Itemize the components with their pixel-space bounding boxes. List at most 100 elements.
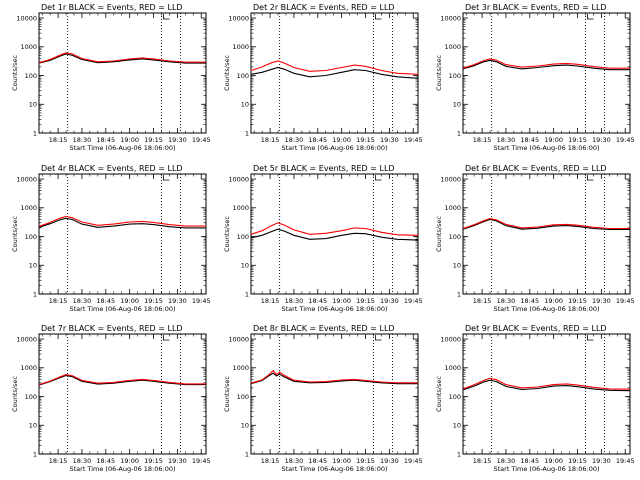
y-tick-label: 1 <box>457 290 461 298</box>
x-tick-label: 19:45 <box>616 136 635 144</box>
y-axis-label: Counts/sec <box>435 55 443 91</box>
y-axis-label: Counts/sec <box>11 376 19 412</box>
y-tick-label: 100 <box>449 233 461 241</box>
x-tick-label: 19:15 <box>356 136 375 144</box>
y-tick-label: 1 <box>33 450 37 458</box>
x-tick-label: 19:15 <box>568 297 587 305</box>
y-tick-label: 1 <box>33 290 37 298</box>
x-tick-label: 18:15 <box>49 457 68 465</box>
y-axis-label: Counts/sec <box>11 216 19 252</box>
x-tick-label: 18:45 <box>520 297 539 305</box>
y-tick-label: 1 <box>245 129 249 137</box>
y-axis-label: Counts/sec <box>223 216 231 252</box>
series-line-lld <box>250 60 419 75</box>
x-tick-label: 18:45 <box>308 297 327 305</box>
x-tick-label: 18:30 <box>497 136 516 144</box>
x-tick-label: 19:00 <box>332 457 351 465</box>
series-line-events <box>462 59 630 71</box>
x-tick-label: 18:15 <box>473 457 492 465</box>
y-tick-label: 10000 <box>228 14 249 22</box>
x-tick-label: 19:30 <box>168 457 187 465</box>
y-tick-label: 10 <box>29 101 37 109</box>
bracket-marker <box>587 14 594 20</box>
y-tick-label: 1000 <box>444 43 461 51</box>
y-tick-label: 1 <box>457 129 461 137</box>
x-tick-label: 18:45 <box>96 457 115 465</box>
x-tick-label: 19:45 <box>404 297 423 305</box>
y-tick-label: 1000 <box>232 204 249 212</box>
panel-det-6r: Det 6r BLACK = Events, RED = LLD 1 10 100 10… <box>435 164 635 313</box>
series-line-lld <box>38 52 206 64</box>
plot-frame <box>38 173 207 295</box>
x-tick-label: 19:30 <box>592 136 611 144</box>
plot-frame <box>462 333 631 455</box>
panel-title: Det 9r BLACK = Events, RED = LLD <box>465 324 607 333</box>
y-axis-label: Counts/sec <box>435 216 443 252</box>
x-tick-label: 18:45 <box>96 136 115 144</box>
panel-title: Det 5r BLACK = Events, RED = LLD <box>253 164 395 173</box>
x-tick-label: 18:15 <box>261 297 280 305</box>
x-tick-label: 19:00 <box>120 297 139 305</box>
y-tick-label: 1000 <box>20 364 37 372</box>
x-tick-label: 19:15 <box>144 136 163 144</box>
series-line-events <box>38 217 206 229</box>
panel-det-9r: Det 9r BLACK = Events, RED = LLD 1 10 100 10… <box>435 324 635 473</box>
x-tick-label: 19:15 <box>568 457 587 465</box>
series-line-lld <box>462 218 630 230</box>
x-tick-label: 19:45 <box>616 457 635 465</box>
series-line-events <box>462 218 630 231</box>
y-axis-label: Counts/sec <box>11 55 19 91</box>
y-tick-label: 10 <box>453 262 461 270</box>
x-tick-label: 19:00 <box>332 136 351 144</box>
x-tick-label: 18:30 <box>497 457 516 465</box>
y-axis-label: Counts/sec <box>223 55 231 91</box>
panel-title: Det 2r BLACK = Events, RED = LLD <box>253 3 395 12</box>
series-line-lld <box>250 369 418 384</box>
y-tick-label: 1000 <box>20 204 37 212</box>
x-tick-label: 18:15 <box>473 297 492 305</box>
y-tick-label: 100 <box>25 233 37 241</box>
y-tick-label: 10 <box>29 262 37 270</box>
x-axis-label: Start Time (06-Aug-06 18:06:00) <box>69 305 175 313</box>
x-tick-label: 19:15 <box>356 297 375 305</box>
x-tick-label: 18:45 <box>308 136 327 144</box>
y-tick-label: 1 <box>245 290 249 298</box>
x-tick-label: 19:45 <box>616 297 635 305</box>
x-axis-label: Start Time (06-Aug-06 18:06:00) <box>493 305 599 313</box>
panel-title: Det 3r BLACK = Events, RED = LLD <box>465 3 607 12</box>
y-axis-label: Counts/sec <box>435 376 443 412</box>
y-tick-label: 10 <box>241 262 249 270</box>
panel-det-8r: Det 8r BLACK = Events, RED = LLD 1 10 100 10… <box>223 324 423 473</box>
y-tick-label: 10 <box>29 422 37 430</box>
x-tick-label: 18:30 <box>73 457 92 465</box>
x-tick-label: 18:30 <box>285 136 304 144</box>
x-tick-label: 19:45 <box>192 136 211 144</box>
x-tick-label: 18:30 <box>73 297 92 305</box>
x-tick-label: 18:45 <box>308 457 327 465</box>
series-line-events <box>250 228 419 241</box>
x-tick-label: 19:00 <box>544 136 563 144</box>
panel-det-1r: Det 1r BLACK = Events, RED = LLD 1 10 100 10… <box>11 3 211 152</box>
y-tick-label: 100 <box>237 72 249 80</box>
y-tick-label: 100 <box>237 393 249 401</box>
bracket-marker <box>375 335 382 341</box>
y-tick-label: 1 <box>33 129 37 137</box>
x-tick-label: 19:00 <box>120 457 139 465</box>
x-tick-label: 19:30 <box>592 457 611 465</box>
x-axis-label: Start Time (06-Aug-06 18:06:00) <box>281 305 387 313</box>
x-tick-label: 18:30 <box>73 136 92 144</box>
y-tick-label: 100 <box>449 393 461 401</box>
x-tick-label: 18:30 <box>285 457 304 465</box>
bracket-marker <box>163 335 170 341</box>
plot-frame <box>38 333 207 455</box>
series-line-events <box>38 374 206 386</box>
bracket-marker <box>587 335 594 341</box>
x-tick-label: 19:30 <box>380 136 399 144</box>
y-tick-label: 1000 <box>232 364 249 372</box>
x-tick-label: 18:15 <box>49 136 68 144</box>
y-tick-label: 10000 <box>228 175 249 183</box>
series-line-lld <box>38 215 206 227</box>
panel-title: Det 1r BLACK = Events, RED = LLD <box>41 3 183 12</box>
x-tick-label: 19:15 <box>568 136 587 144</box>
x-tick-label: 19:30 <box>380 457 399 465</box>
